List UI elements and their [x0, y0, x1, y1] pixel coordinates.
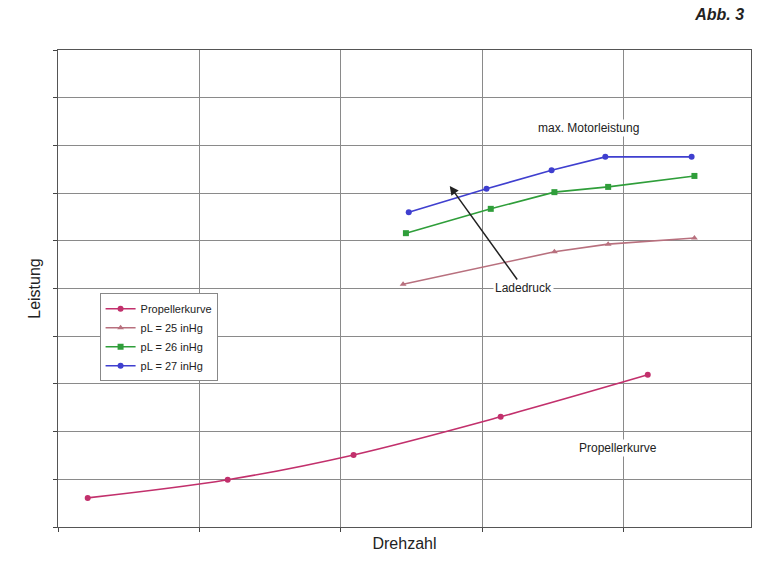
- svg-text:max. Motorleistung: max. Motorleistung: [538, 121, 639, 135]
- svg-text:pL = 25 inHg: pL = 25 inHg: [141, 322, 203, 334]
- svg-text:pL = 26 inHg: pL = 26 inHg: [141, 341, 203, 353]
- svg-text:Drehzahl: Drehzahl: [372, 535, 436, 552]
- svg-text:Propellerkurve: Propellerkurve: [141, 303, 212, 315]
- svg-text:Ladedruck: Ladedruck: [495, 281, 552, 295]
- svg-text:Abb. 3: Abb. 3: [694, 6, 744, 23]
- svg-text:Propellerkurve: Propellerkurve: [579, 441, 657, 455]
- svg-text:pL = 27 inHg: pL = 27 inHg: [141, 360, 203, 372]
- svg-text:Leistung: Leistung: [26, 258, 43, 319]
